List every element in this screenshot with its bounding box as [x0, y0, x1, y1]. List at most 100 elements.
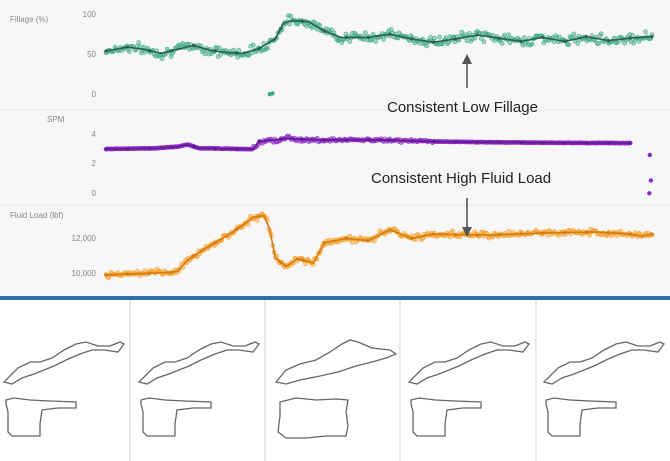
fluid_load-trend-marker: [104, 273, 108, 277]
spm-tick-0: 0: [92, 189, 97, 198]
fillage-point: [127, 49, 132, 54]
charts-svg: Fillage (%) SPM Fluid Load (lbf) 100 50 …: [0, 10, 670, 281]
fluid_load-trend-marker: [563, 231, 567, 235]
fluid_load-trend-marker: [148, 271, 152, 275]
fillage-point: [439, 41, 445, 47]
spm-trend-marker: [301, 137, 305, 141]
dynagraph-downhole-icon: [5, 397, 77, 437]
fillage-point: [329, 27, 334, 33]
fluid_load-point: [587, 232, 592, 238]
fluid_load-point: [349, 239, 355, 245]
fluid_load-trend-marker: [606, 231, 610, 235]
fluid_load-trend-marker: [650, 232, 654, 236]
dynagraph-card[interactable]: [407, 341, 530, 437]
fillage-trend-marker: [650, 35, 654, 39]
fillage-point: [412, 40, 418, 46]
spm-trend-marker: [322, 138, 326, 142]
fluid_load-trend-marker: [213, 241, 217, 245]
fillage-point: [598, 31, 604, 37]
fillage-point: [159, 56, 165, 62]
fillage-point: [459, 29, 465, 35]
spm-trend-marker: [126, 147, 130, 151]
fluid_load-trend-marker: [519, 232, 523, 236]
fluid_load-point: [194, 254, 200, 260]
fluid_load-trend-marker: [279, 260, 283, 264]
fluid-load-tick-12000: 12,000: [72, 234, 97, 243]
fillage-point: [506, 32, 512, 38]
fillage-point: [614, 40, 620, 46]
fillage-point: [478, 36, 484, 41]
fillage-point: [369, 37, 375, 43]
fillage-point: [630, 33, 635, 38]
fluid_load-point: [447, 234, 453, 240]
fillage-point: [529, 41, 535, 47]
dynagraph-downhole-icon: [410, 397, 482, 437]
fillage-point: [571, 31, 577, 37]
dynagraph-cards: [0, 300, 670, 461]
fluid_load-trend-marker: [126, 272, 130, 276]
fillage-point: [467, 31, 472, 36]
fillage-trend-marker: [432, 40, 436, 44]
fillage-trend-marker: [410, 37, 414, 41]
fillage-axis-label: Fillage (%): [10, 15, 49, 24]
fluid_load-trend-marker: [497, 233, 501, 237]
fillage-point: [373, 39, 379, 44]
fillage-point: [381, 37, 386, 42]
fluid_load-trend-marker: [169, 270, 174, 274]
fillage-point: [309, 25, 315, 31]
fillage-point: [521, 35, 527, 41]
fillage-point: [472, 35, 478, 41]
fluid_load-point: [154, 266, 160, 272]
fillage-point: [424, 43, 429, 49]
fluid_load-trend-marker: [432, 232, 436, 236]
spm-trend-marker: [235, 147, 239, 151]
fillage-trend-marker: [519, 39, 523, 44]
spm-trend-marker: [104, 147, 108, 151]
annotation-low-fillage: Consistent Low Fillage: [387, 99, 538, 116]
spm-trend-marker: [148, 146, 152, 150]
spm-outlier-point: [647, 191, 652, 196]
fillage-point: [507, 40, 513, 46]
fillage-trend-marker: [169, 49, 174, 53]
fluid_load-trend-marker: [410, 236, 414, 240]
fillage-trend-marker: [606, 39, 610, 43]
spm-outlier-point: [648, 178, 654, 183]
fillage-trend-marker: [191, 43, 195, 48]
spm-trend-marker: [257, 139, 261, 144]
fillage-trend-marker: [279, 26, 283, 30]
dynagraph-card[interactable]: [542, 341, 665, 437]
dynagraph-card[interactable]: [137, 341, 260, 437]
fluid_load-trend-marker: [235, 227, 239, 231]
fluid_load-trend-marker: [301, 258, 305, 262]
fluid_load-trend-marker: [453, 232, 457, 237]
fillage-point: [596, 41, 601, 46]
fluid_load-point: [450, 228, 455, 234]
fillage-trend-marker: [475, 33, 479, 37]
dynagraph-surface-icon: [274, 339, 398, 385]
dynagraph-card[interactable]: [274, 339, 398, 439]
spm-trend-marker: [497, 140, 501, 144]
fillage-point: [287, 21, 293, 27]
fluid_load-trend-marker: [344, 236, 348, 240]
fillage-point: [247, 52, 252, 57]
spm-outlier-point: [647, 152, 652, 158]
fillage-point: [575, 41, 581, 46]
spm-trend-line: [105, 137, 631, 151]
fillage-trend-marker: [257, 47, 261, 51]
spm-trend-marker: [475, 140, 479, 144]
fluid_load-trend-marker: [584, 230, 589, 234]
spm-trend-marker: [541, 141, 545, 145]
fillage-point: [468, 38, 474, 44]
dynagraph-card[interactable]: [2, 341, 125, 437]
fillage-point: [236, 47, 242, 53]
spm-trend-marker: [388, 138, 392, 142]
fillage-point: [437, 34, 442, 40]
spm-trend-marker: [366, 138, 370, 142]
fillage-tick-50: 50: [87, 50, 96, 59]
fillage-point: [643, 29, 648, 35]
fillage-trend-marker: [322, 29, 326, 33]
dynagraph-downhole-icon: [277, 397, 349, 439]
fillage-trend-marker: [301, 19, 305, 23]
fillage-point: [136, 40, 141, 45]
fillage-point: [432, 35, 437, 41]
